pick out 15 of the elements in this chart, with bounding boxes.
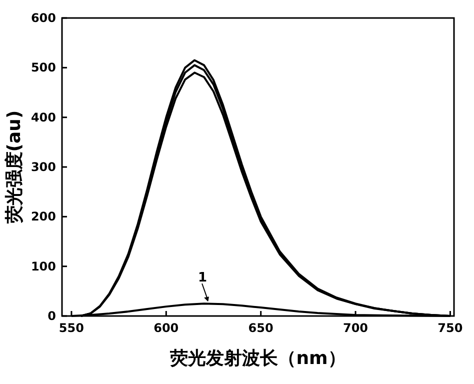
y-tick-label: 200 (30, 210, 56, 224)
y-axis-title: 荧光强度(au) (4, 110, 25, 225)
x-tick-label: 600 (154, 321, 179, 335)
x-tick-label: 550 (58, 321, 84, 335)
y-tick-label: 600 (30, 11, 56, 25)
annotation: 1 (198, 270, 208, 286)
y-tick-label: 100 (30, 259, 56, 274)
x-tick-label: 750 (438, 321, 463, 335)
y-tick-label: 500 (30, 60, 56, 75)
x-axis-title: 荧光发射波长（nm） (169, 348, 346, 369)
y-tick-label: 0 (48, 309, 56, 323)
x-tick-label: 650 (248, 321, 274, 335)
y-tick-label: 300 (30, 160, 56, 174)
x-tick-label: 700 (342, 321, 368, 335)
y-tick-label: 400 (30, 110, 56, 124)
